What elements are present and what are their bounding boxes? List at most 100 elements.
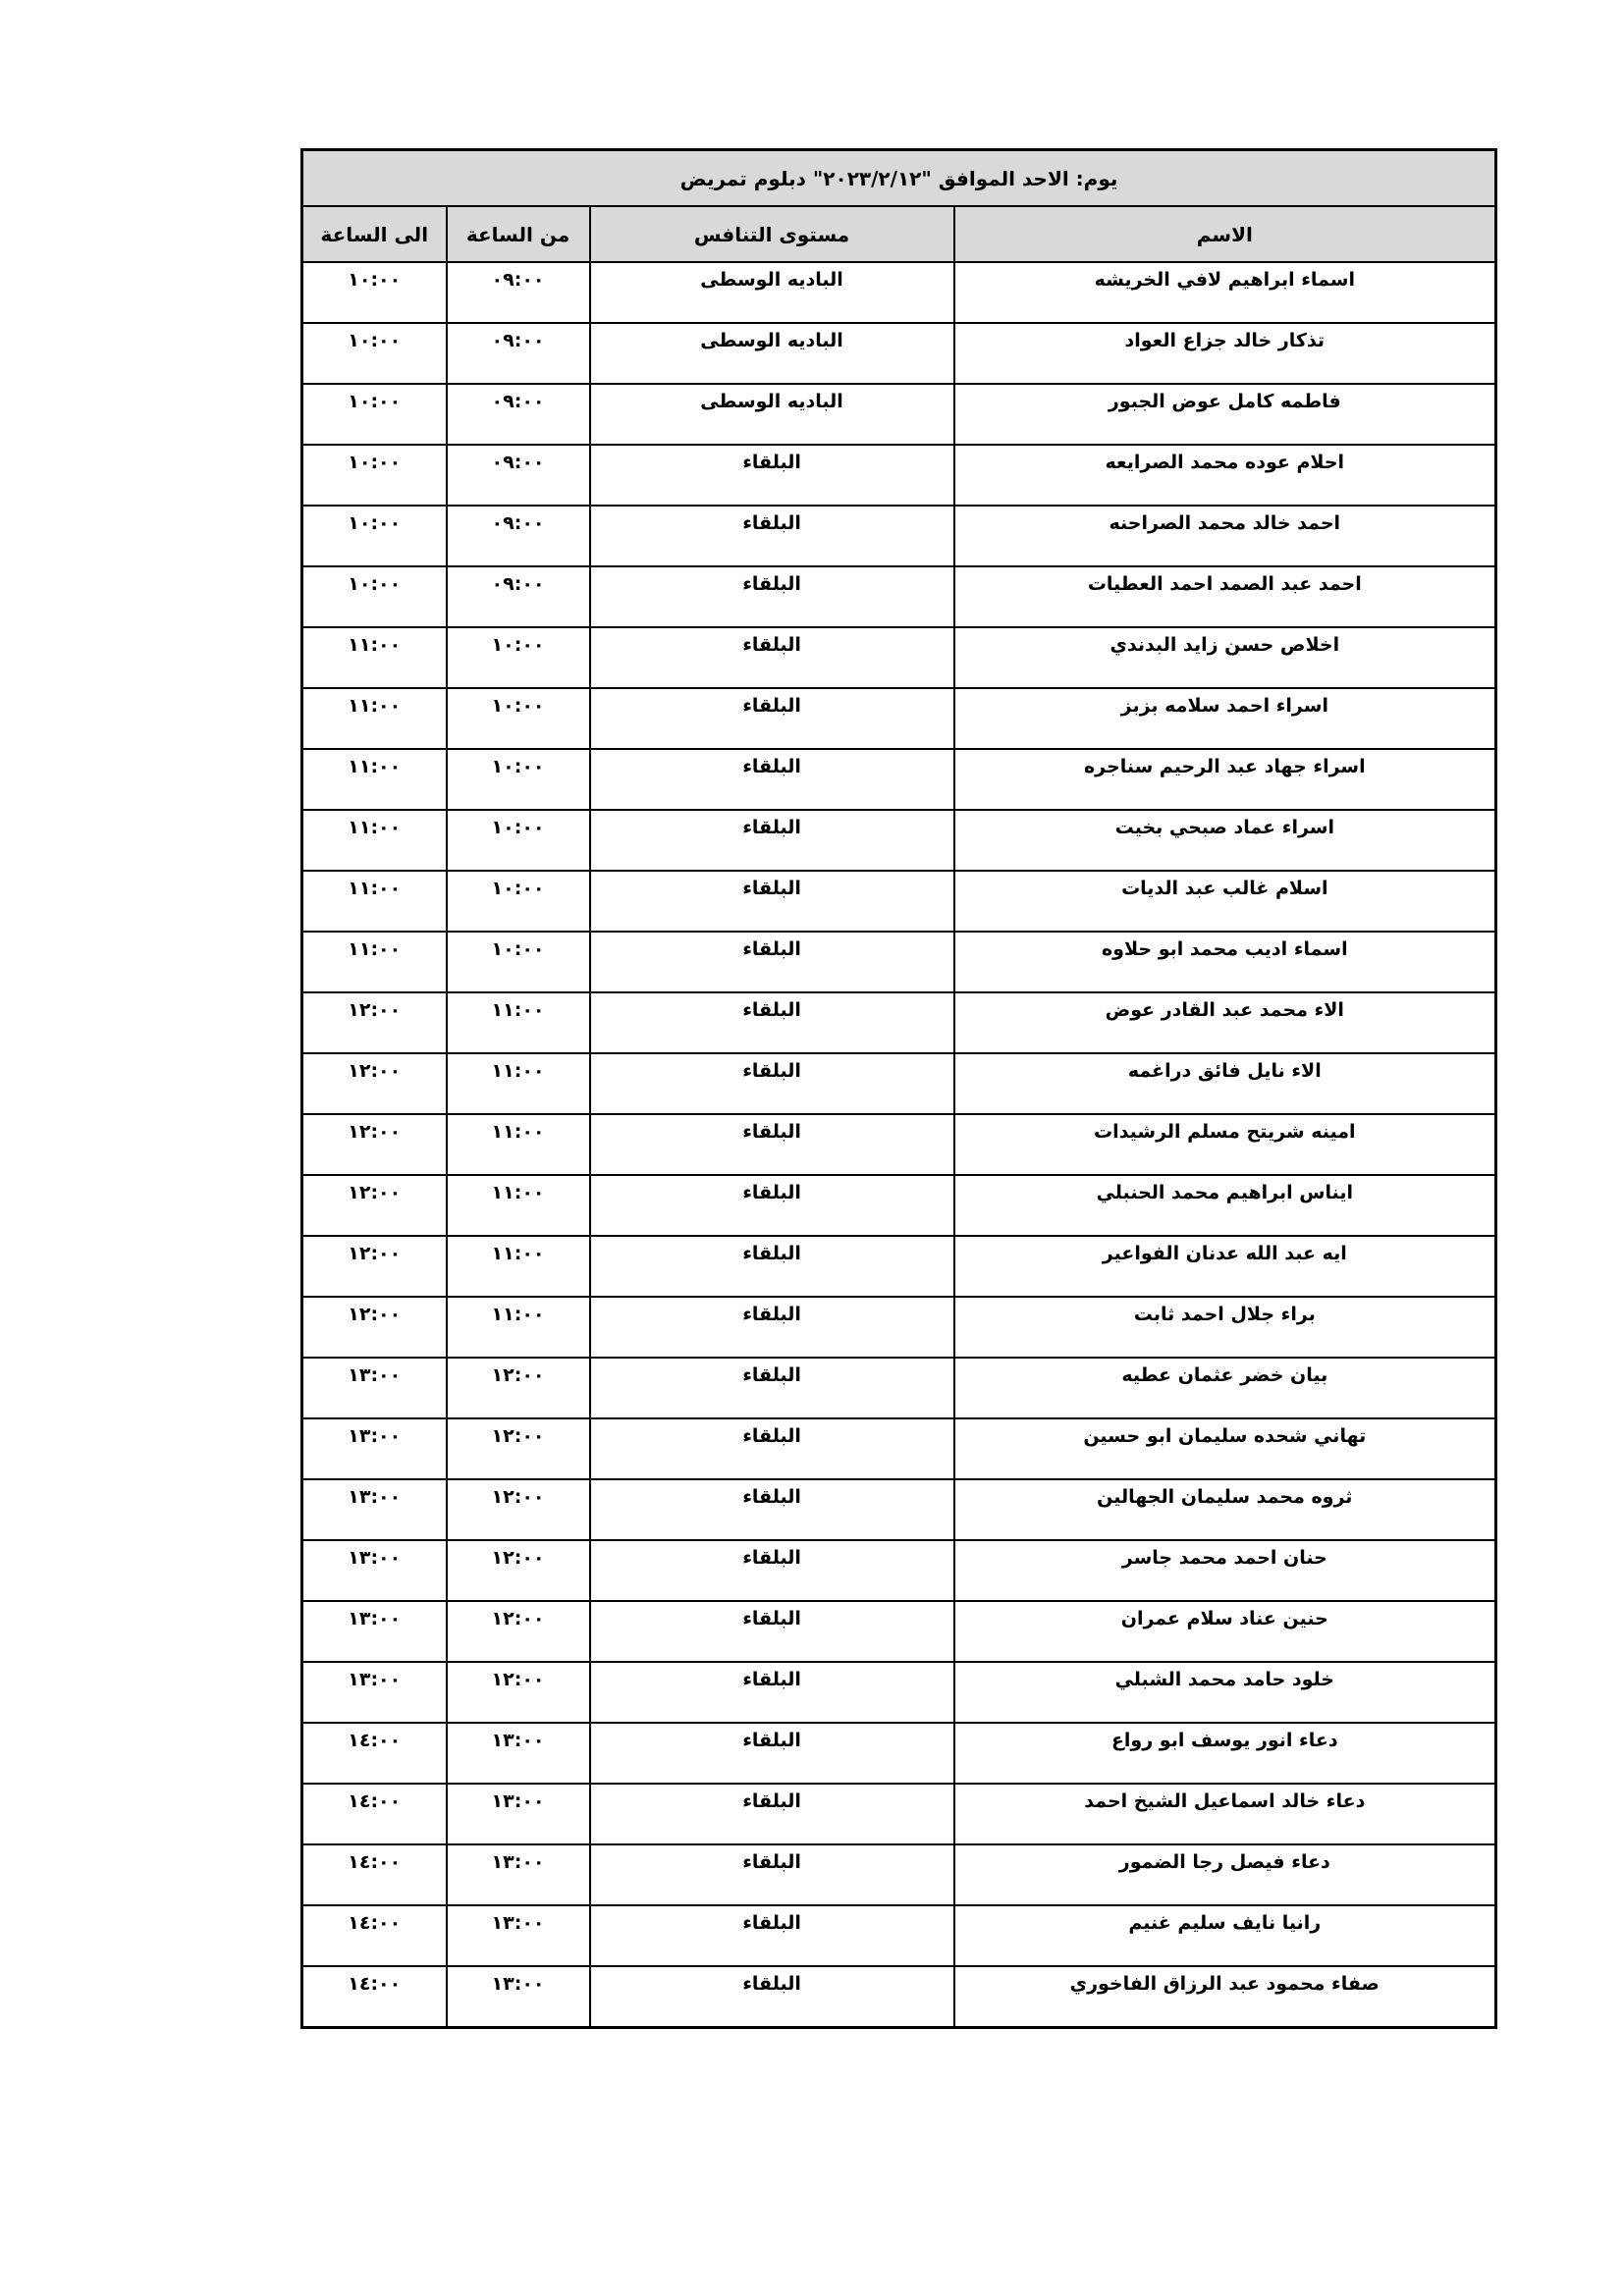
cell-from: ١١:٠٠ <box>445 1296 591 1359</box>
header-from: من الساعة <box>445 205 591 263</box>
cell-to: ١٣:٠٠ <box>299 1600 448 1663</box>
cell-name: حنان احمد محمد جاسر <box>952 1539 1498 1602</box>
cell-to: ١٤:٠٠ <box>299 1843 448 1906</box>
table-row: احمد خالد محمد الصراحنه البلقاء ٠٩:٠٠ ١٠:٠٠ <box>299 505 1498 567</box>
cell-name: بيان خضر عثمان عطيه <box>952 1357 1498 1419</box>
cell-level: البلقاء <box>588 1722 955 1785</box>
cell-from: ١٣:٠٠ <box>445 1843 591 1906</box>
cell-level: البلقاء <box>588 1965 955 2029</box>
cell-from: ٠٩:٠٠ <box>445 322 591 385</box>
cell-level: البلقاء <box>588 1843 955 1906</box>
table-row: احلام عوده محمد الصرايعه البلقاء ٠٩:٠٠ ١٠:٠… <box>299 444 1498 507</box>
cell-to: ١٢:٠٠ <box>299 1235 448 1298</box>
cell-level: البلقاء <box>588 1357 955 1419</box>
cell-name: حنين عناد سلام عمران <box>952 1600 1498 1663</box>
cell-to: ١١:٠٠ <box>299 626 448 689</box>
cell-name: صفاء محمود عبد الرزاق الفاخوري <box>952 1965 1498 2029</box>
cell-from: ٠٩:٠٠ <box>445 444 591 507</box>
cell-level: البلقاء <box>588 1539 955 1602</box>
header-to: الى الساعة <box>299 205 448 263</box>
cell-level: البلقاء <box>588 565 955 628</box>
cell-from: ١١:٠٠ <box>445 1235 591 1298</box>
cell-from: ١٢:٠٠ <box>445 1539 591 1602</box>
cell-name: ايناس ابراهيم محمد الحنبلي <box>952 1174 1498 1237</box>
cell-to: ١٢:٠٠ <box>299 1296 448 1359</box>
cell-from: ١٠:٠٠ <box>445 870 591 933</box>
table-row: بيان خضر عثمان عطيه البلقاء ١٢:٠٠ ١٣:٠٠ <box>299 1357 1498 1419</box>
cell-from: ٠٩:٠٠ <box>445 505 591 567</box>
cell-name: دعاء انور يوسف ابو رواع <box>952 1722 1498 1785</box>
cell-from: ١٢:٠٠ <box>445 1357 591 1419</box>
cell-to: ١٣:٠٠ <box>299 1539 448 1602</box>
cell-level: الباديه الوسطى <box>588 261 955 324</box>
cell-from: ١٢:٠٠ <box>445 1600 591 1663</box>
table-row: الاء محمد عبد القادر عوض البلقاء ١١:٠٠ ١٢:٠… <box>299 991 1498 1054</box>
cell-name: اسلام غالب عبد الديات <box>952 870 1498 933</box>
cell-level: الباديه الوسطى <box>588 322 955 385</box>
cell-name: خلود حامد محمد الشبلي <box>952 1661 1498 1724</box>
cell-level: البلقاء <box>588 1600 955 1663</box>
cell-to: ١٢:٠٠ <box>299 1113 448 1176</box>
cell-level: البلقاء <box>588 1783 955 1845</box>
table-row: اسماء ابراهيم لافي الخريشه الباديه الوسطى… <box>299 261 1498 324</box>
cell-level: البلقاء <box>588 1904 955 1967</box>
cell-name: الاء محمد عبد القادر عوض <box>952 991 1498 1054</box>
cell-to: ١١:٠٠ <box>299 931 448 993</box>
cell-name: اسراء احمد سلامه بزبز <box>952 687 1498 750</box>
table-row: تهاني شحده سليمان ابو حسين البلقاء ١٢:٠٠ ١٣… <box>299 1417 1498 1480</box>
cell-from: ٠٩:٠٠ <box>445 383 591 446</box>
cell-level: البلقاء <box>588 1478 955 1541</box>
cell-to: ١٠:٠٠ <box>299 565 448 628</box>
cell-name: ايه عبد الله عدنان الفواعير <box>952 1235 1498 1298</box>
cell-name: اسماء اديب محمد ابو حلاوه <box>952 931 1498 993</box>
cell-level: البلقاء <box>588 1113 955 1176</box>
table-row: اسراء عماد صبحي بخيت البلقاء ١٠:٠٠ ١١:٠٠ <box>299 809 1498 872</box>
cell-level: الباديه الوسطى <box>588 383 955 446</box>
table-row: دعاء انور يوسف ابو رواع البلقاء ١٣:٠٠ ١٤:٠٠ <box>299 1722 1498 1785</box>
cell-level: البلقاء <box>588 1174 955 1237</box>
cell-name: رانيا نايف سليم غنيم <box>952 1904 1498 1967</box>
cell-to: ١١:٠٠ <box>299 748 448 811</box>
cell-from: ١٠:٠٠ <box>445 931 591 993</box>
table-row: اسراء احمد سلامه بزبز البلقاء ١٠:٠٠ ١١:٠٠ <box>299 687 1498 750</box>
cell-level: البلقاء <box>588 931 955 993</box>
cell-from: ١٣:٠٠ <box>445 1904 591 1967</box>
table-row: اسلام غالب عبد الديات البلقاء ١٠:٠٠ ١١:٠٠ <box>299 870 1498 933</box>
cell-level: البلقاء <box>588 1661 955 1724</box>
table-row: دعاء فيصل رجا الضمور البلقاء ١٣:٠٠ ١٤:٠٠ <box>299 1843 1498 1906</box>
cell-name: ثروه محمد سليمان الجهالين <box>952 1478 1498 1541</box>
cell-name: فاطمه كامل عوض الجبور <box>952 383 1498 446</box>
cell-name: تهاني شحده سليمان ابو حسين <box>952 1417 1498 1480</box>
cell-from: ١٠:٠٠ <box>445 809 591 872</box>
cell-from: ١١:٠٠ <box>445 1113 591 1176</box>
cell-name: اخلاص حسن زايد البدندي <box>952 626 1498 689</box>
table-row: حنان احمد محمد جاسر البلقاء ١٢:٠٠ ١٣:٠٠ <box>299 1539 1498 1602</box>
cell-level: البلقاء <box>588 991 955 1054</box>
header-level: مستوى التنافس <box>588 205 955 263</box>
cell-from: ٠٩:٠٠ <box>445 261 591 324</box>
cell-from: ١٣:٠٠ <box>445 1965 591 2029</box>
cell-to: ١٢:٠٠ <box>299 991 448 1054</box>
cell-level: البلقاء <box>588 444 955 507</box>
cell-name: اسراء جهاد عبد الرحيم سناجره <box>952 748 1498 811</box>
cell-to: ١٣:٠٠ <box>299 1478 448 1541</box>
table-row: احمد عبد الصمد احمد العطيات البلقاء ٠٩:٠٠ ١… <box>299 565 1498 628</box>
cell-to: ١١:٠٠ <box>299 870 448 933</box>
cell-name: احلام عوده محمد الصرايعه <box>952 444 1498 507</box>
table-row: صفاء محمود عبد الرزاق الفاخوري البلقاء ١٣:… <box>299 1965 1498 2029</box>
table-row: ثروه محمد سليمان الجهالين البلقاء ١٢:٠٠ ١٣:… <box>299 1478 1498 1541</box>
cell-from: ٠٩:٠٠ <box>445 565 591 628</box>
cell-level: البلقاء <box>588 626 955 689</box>
cell-name: الاء نايل فائق دراغمه <box>952 1052 1498 1115</box>
table-row: فاطمه كامل عوض الجبور الباديه الوسطى ٠٩:٠٠… <box>299 383 1498 446</box>
table-row: خلود حامد محمد الشبلي البلقاء ١٢:٠٠ ١٣:٠٠ <box>299 1661 1498 1724</box>
cell-level: البلقاء <box>588 1052 955 1115</box>
cell-from: ١٠:٠٠ <box>445 626 591 689</box>
cell-to: ١٣:٠٠ <box>299 1357 448 1419</box>
cell-level: البلقاء <box>588 1235 955 1298</box>
cell-from: ١٠:٠٠ <box>445 687 591 750</box>
table-row: حنين عناد سلام عمران البلقاء ١٢:٠٠ ١٣:٠٠ <box>299 1600 1498 1663</box>
cell-to: ١١:٠٠ <box>299 809 448 872</box>
cell-name: احمد عبد الصمد احمد العطيات <box>952 565 1498 628</box>
cell-level: البلقاء <box>588 687 955 750</box>
